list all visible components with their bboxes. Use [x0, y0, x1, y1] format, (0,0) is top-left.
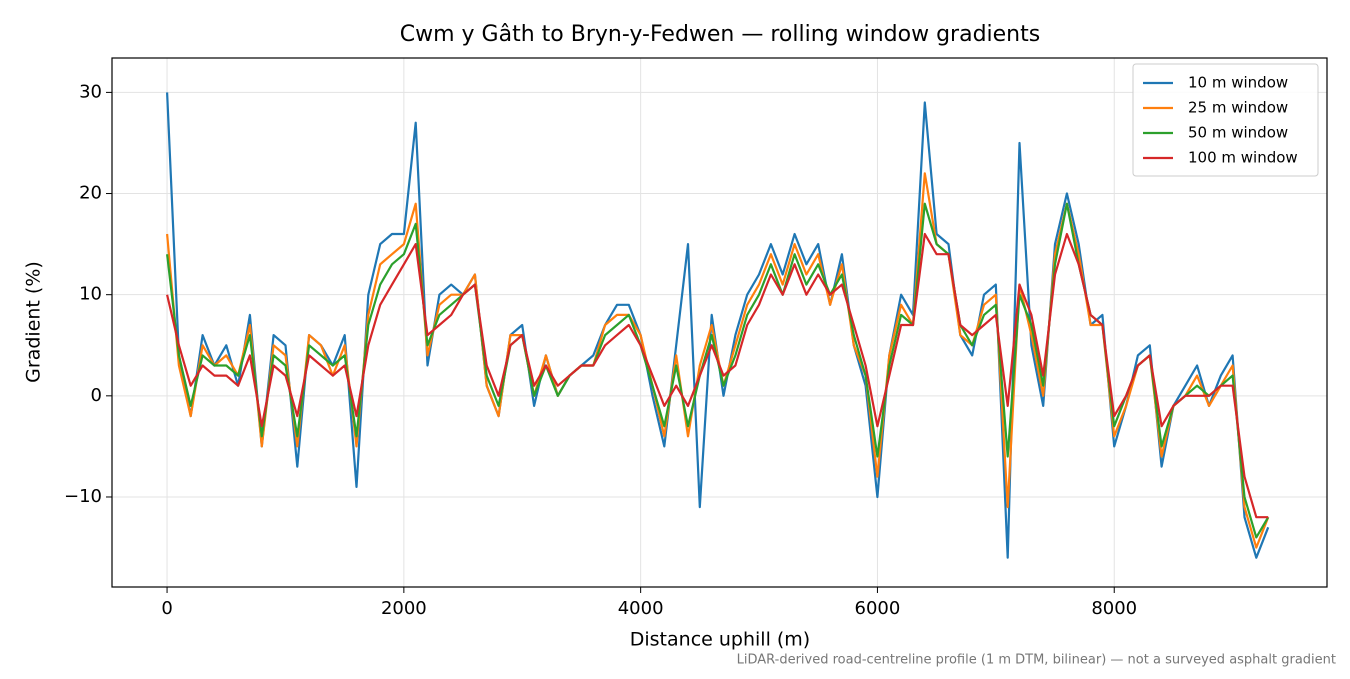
y-tick-label: 10 [79, 284, 102, 305]
y-tick-label: 20 [79, 183, 102, 204]
legend-label: 50 m window [1188, 124, 1288, 142]
legend-label: 10 m window [1188, 74, 1288, 92]
data-line [166, 232, 1269, 519]
y-tick-label: 0 [91, 385, 102, 406]
legend-box [1132, 63, 1319, 177]
x-tick-label: 6000 [855, 598, 901, 619]
x-tick-label: 8000 [1091, 598, 1137, 619]
chart-title: Cwm y Gâth to Bryn-y-Fedwen — rolling wi… [400, 22, 1040, 47]
x-tick-label: 0 [161, 598, 172, 619]
plot-frame [111, 57, 1328, 588]
legend-label: 100 m window [1188, 149, 1298, 167]
y-tick-label: 30 [79, 81, 102, 102]
y-tick-label: −10 [64, 486, 102, 507]
legend-label: 25 m window [1188, 99, 1288, 117]
x-tick-label: 4000 [618, 598, 664, 619]
legend: 10 m window 25 m window 50 m window 100 m w… [1132, 63, 1319, 177]
x-tick-label: 2000 [381, 598, 427, 619]
footnote: LiDAR-derived road-centreline profile (1… [737, 653, 1336, 668]
y-axis-label: Gradient (%) [23, 261, 45, 383]
x-axis-label: Distance uphill (m) [630, 629, 810, 651]
